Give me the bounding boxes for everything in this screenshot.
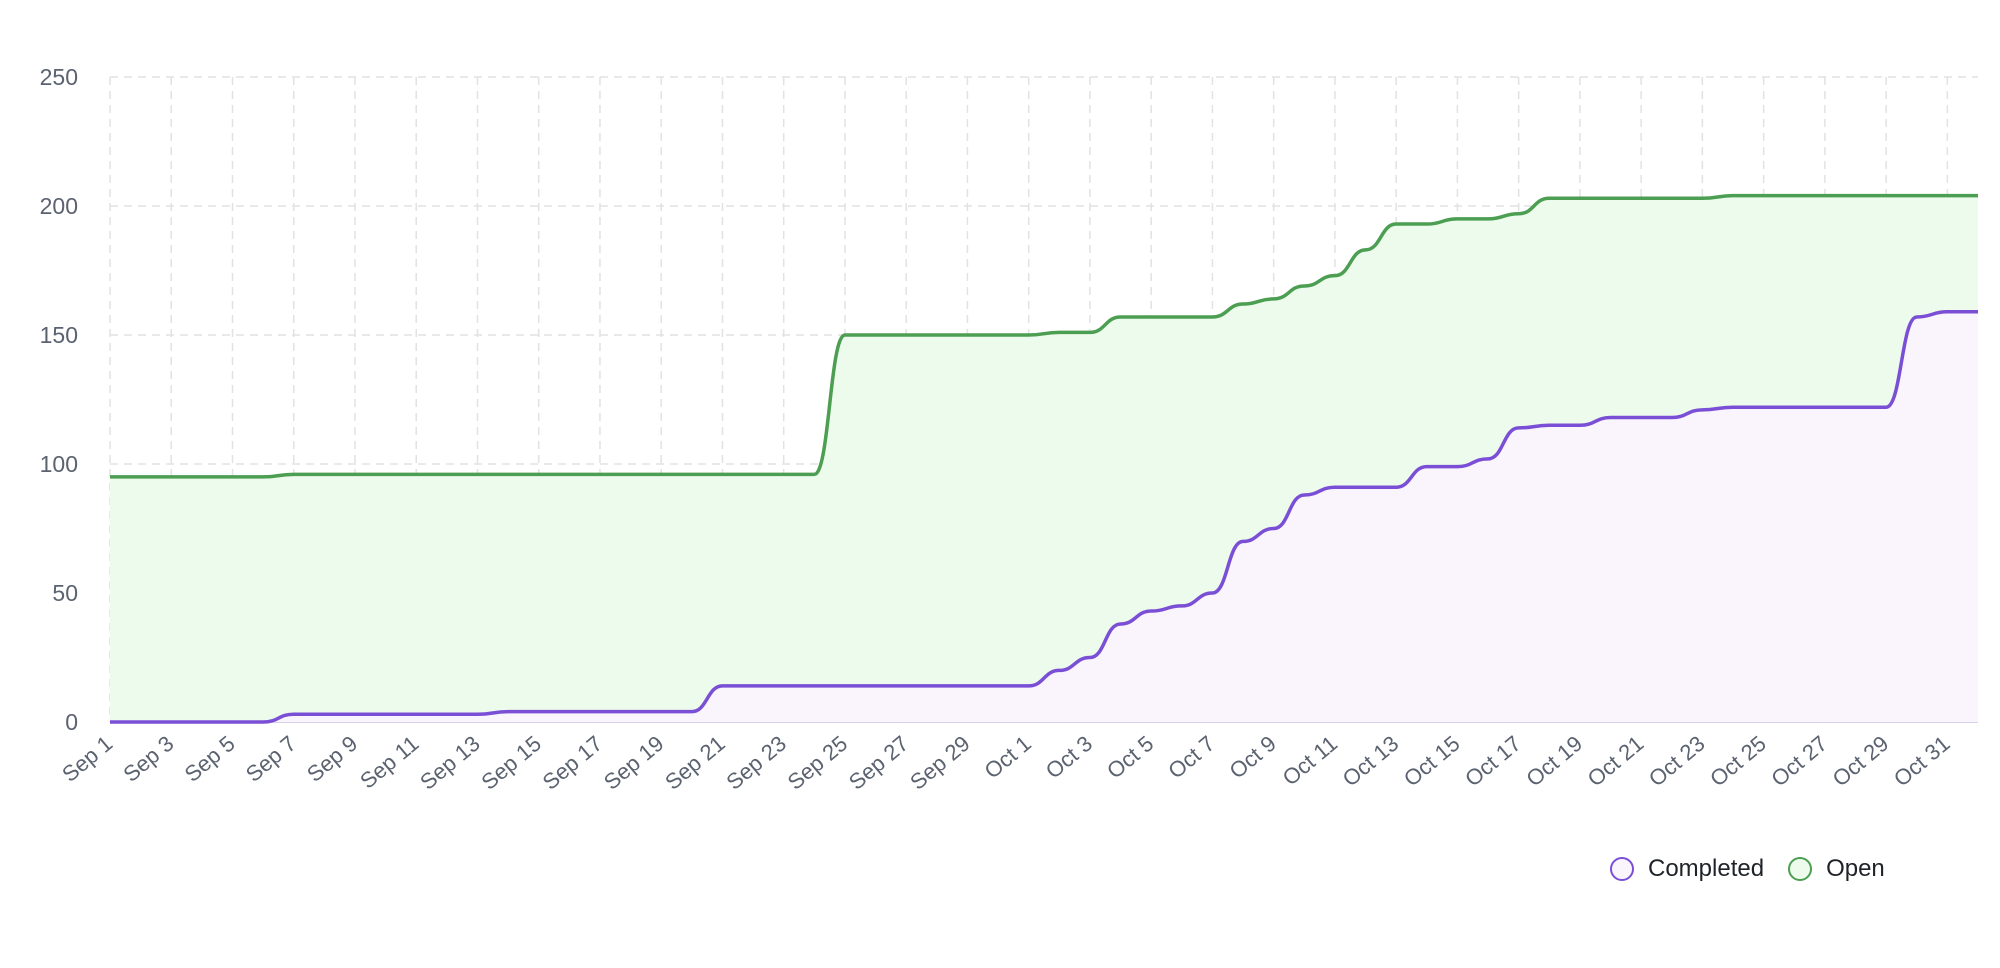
completed-series-line — [110, 310, 1978, 724]
y-tick-label: 250 — [40, 64, 78, 90]
x-tick-label: Sep 23 — [721, 731, 790, 795]
x-tick-label: Oct 23 — [1644, 731, 1710, 792]
x-tick-label: Oct 5 — [1102, 731, 1158, 784]
x-tick-label: Sep 3 — [118, 731, 178, 787]
y-tick-label: 150 — [40, 322, 78, 348]
y-tick-label: 0 — [65, 709, 78, 735]
open-legend-label: Open — [1826, 855, 1885, 882]
x-tick-label: Oct 3 — [1041, 731, 1097, 784]
chart-areas — [110, 195, 1978, 722]
x-tick-label: Sep 9 — [302, 731, 362, 787]
chart-lines — [110, 193, 1978, 724]
chart-legend: Completed Open — [1610, 855, 1909, 883]
x-tick-label: Sep 25 — [783, 731, 852, 795]
y-axis-ticks: 0 50 100 150 200 250 — [40, 64, 78, 735]
x-tick-label: Sep 21 — [660, 731, 729, 795]
x-tick-label: Oct 7 — [1163, 731, 1219, 784]
x-tick-label: Oct 21 — [1583, 731, 1649, 792]
completed-legend-label: Completed — [1648, 855, 1765, 882]
x-tick-label: Oct 15 — [1399, 731, 1465, 792]
x-tick-label: Oct 13 — [1338, 731, 1404, 792]
x-tick-label: Oct 19 — [1521, 731, 1587, 792]
y-tick-label: 100 — [40, 451, 78, 477]
x-tick-label: Sep 7 — [241, 731, 301, 787]
x-tick-label: Oct 29 — [1828, 731, 1894, 792]
completed-legend-swatch — [1610, 857, 1634, 881]
x-tick-label: Sep 13 — [415, 731, 484, 795]
y-tick-label: 200 — [40, 193, 78, 219]
x-tick-label: Sep 29 — [905, 731, 974, 795]
legend-item-completed[interactable]: Completed — [1610, 855, 1764, 883]
x-tick-label: Oct 9 — [1225, 731, 1281, 784]
x-tick-label: Oct 1 — [980, 731, 1036, 784]
legend-item-open[interactable]: Open — [1788, 855, 1885, 883]
x-tick-label: Oct 25 — [1705, 731, 1771, 792]
open-series-line — [110, 193, 1978, 479]
x-tick-label: Sep 19 — [599, 731, 668, 795]
y-tick-label: 50 — [52, 580, 78, 606]
x-tick-label: Sep 15 — [476, 731, 545, 795]
x-tick-label: Sep 11 — [355, 731, 423, 794]
open-legend-swatch — [1788, 857, 1813, 881]
x-tick-label: Oct 27 — [1766, 731, 1832, 792]
open-area — [110, 195, 1978, 722]
x-tick-label: Oct 17 — [1460, 731, 1526, 792]
x-tick-label: Sep 27 — [844, 731, 913, 795]
completed-area — [110, 311, 1978, 722]
x-tick-label: Oct 11 — [1278, 731, 1342, 791]
x-tick-label: Sep 1 — [57, 731, 117, 787]
x-tick-label: Sep 17 — [538, 731, 607, 795]
x-tick-label: Sep 5 — [180, 731, 240, 787]
x-tick-label: Oct 31 — [1889, 731, 1955, 792]
